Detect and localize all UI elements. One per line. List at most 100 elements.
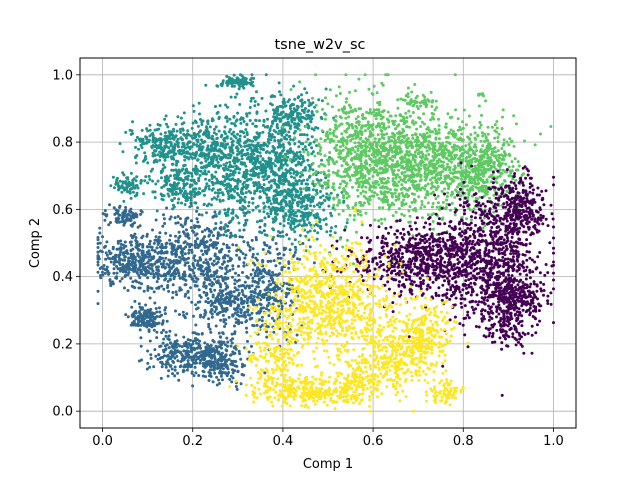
data-point — [200, 332, 204, 335]
data-point — [148, 123, 152, 127]
data-point — [193, 365, 197, 369]
data-point — [249, 83, 253, 87]
data-point — [117, 253, 121, 257]
data-point — [251, 96, 255, 100]
data-point — [274, 117, 278, 120]
data-point — [379, 217, 383, 221]
data-point — [120, 277, 124, 281]
data-point — [194, 371, 198, 375]
data-point — [196, 124, 200, 128]
data-point — [235, 306, 239, 310]
data-point — [256, 252, 260, 256]
data-point — [207, 322, 211, 326]
data-point — [234, 243, 238, 247]
data-point — [209, 290, 213, 294]
data-point — [309, 119, 313, 123]
data-point — [219, 227, 223, 231]
data-point — [252, 295, 256, 298]
data-point — [192, 357, 196, 361]
data-point — [103, 209, 107, 213]
data-point — [179, 250, 183, 254]
data-point — [245, 133, 249, 137]
data-point — [138, 139, 142, 143]
data-point — [288, 201, 292, 205]
data-point — [235, 288, 239, 292]
data-point — [322, 170, 326, 174]
data-point — [146, 276, 150, 280]
data-point — [272, 198, 276, 202]
data-point — [165, 152, 169, 156]
data-point — [139, 314, 143, 318]
data-point — [242, 305, 245, 309]
data-point — [335, 195, 339, 199]
data-point — [174, 122, 178, 126]
data-point — [133, 232, 137, 236]
data-point — [162, 155, 166, 159]
data-point — [291, 184, 295, 187]
data-point — [261, 123, 265, 127]
data-point — [221, 82, 224, 86]
data-point — [133, 268, 137, 272]
data-point — [272, 235, 275, 239]
data-point — [295, 115, 299, 118]
data-point — [315, 144, 318, 148]
data-point — [215, 111, 219, 115]
data-point — [122, 210, 126, 214]
data-point — [245, 179, 249, 183]
data-point — [235, 76, 239, 80]
data-point — [245, 172, 249, 176]
data-point — [302, 219, 306, 223]
data-point — [164, 139, 167, 142]
data-point — [220, 247, 224, 251]
data-point — [213, 363, 217, 367]
data-point — [238, 235, 242, 239]
data-point — [183, 163, 187, 167]
data-point — [161, 163, 165, 167]
data-point — [153, 145, 157, 149]
data-point — [282, 99, 286, 103]
data-point — [216, 361, 220, 365]
data-point — [232, 352, 236, 356]
data-point — [165, 122, 168, 126]
data-point — [194, 164, 198, 168]
data-point — [249, 177, 253, 181]
data-point — [306, 153, 310, 157]
data-point — [213, 366, 217, 370]
data-point — [292, 131, 296, 135]
data-point — [188, 274, 191, 278]
data-point — [252, 144, 256, 148]
data-point — [292, 110, 296, 114]
data-point — [123, 286, 126, 290]
data-point — [285, 233, 289, 237]
data-point — [273, 164, 277, 168]
data-point — [286, 191, 289, 194]
data-point — [242, 284, 246, 288]
data-point — [368, 195, 372, 199]
data-point — [364, 153, 368, 157]
data-point — [261, 158, 265, 162]
data-point — [334, 123, 337, 127]
data-point — [360, 185, 364, 189]
data-point — [184, 234, 188, 238]
data-point — [227, 76, 231, 79]
data-point — [217, 129, 221, 133]
data-point — [189, 196, 193, 200]
data-point — [297, 140, 301, 144]
data-point — [197, 374, 201, 377]
data-point — [129, 248, 133, 252]
data-point — [144, 303, 148, 307]
data-point — [236, 111, 240, 115]
data-point — [238, 167, 242, 171]
data-point — [176, 160, 180, 163]
data-point — [245, 218, 249, 222]
data-point — [345, 97, 349, 101]
data-point — [176, 270, 180, 274]
data-point — [221, 142, 225, 146]
data-point — [239, 250, 243, 253]
data-point — [187, 296, 191, 300]
data-point — [332, 203, 336, 207]
data-point — [137, 302, 141, 306]
data-point — [160, 365, 164, 369]
data-point — [185, 156, 189, 159]
data-point — [213, 349, 217, 353]
